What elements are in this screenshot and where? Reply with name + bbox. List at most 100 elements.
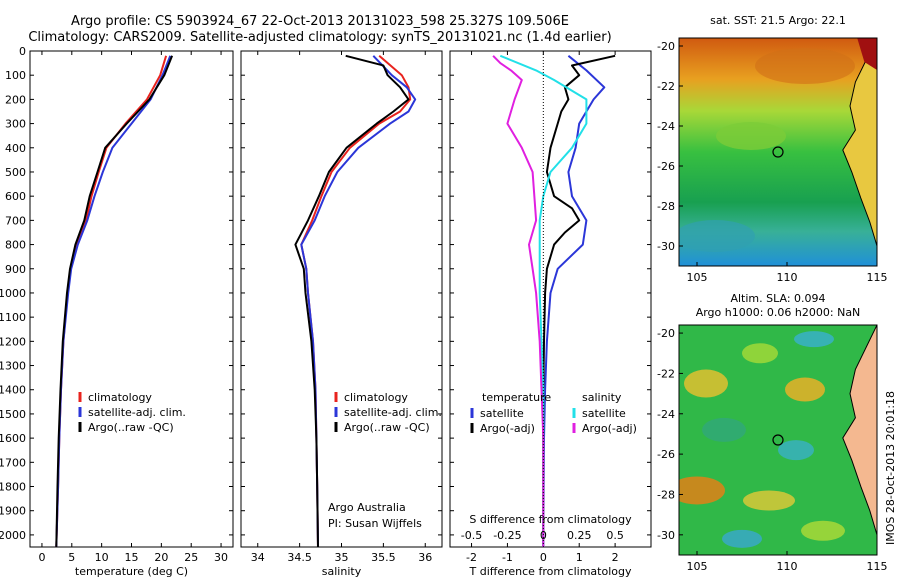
x-tick-label: 30 (214, 551, 228, 564)
sla-blob (801, 520, 845, 541)
warm-region (857, 38, 877, 70)
argo-position-marker (772, 146, 784, 158)
land-polygon (842, 325, 877, 555)
series-line-argo-raw-qc- (55, 55, 174, 548)
x-top-tick-label: -0.25 (493, 529, 521, 542)
map-x-tick-label: 110 (777, 271, 798, 284)
x-tick-label: 2 (612, 551, 619, 564)
map-y-tick-label: -26 (657, 160, 675, 173)
sla-blob (794, 331, 834, 348)
legend-label: Argo(-adj) (480, 422, 535, 435)
y-tick-label: 1000 (0, 287, 26, 300)
sla-blob (742, 343, 778, 364)
x-tick-label: -1 (502, 551, 513, 564)
map-x-tick-label: 115 (867, 560, 888, 573)
figure-title-line2: Climatology: CARS2009. Satellite-adjuste… (28, 30, 612, 45)
sla-blob (778, 440, 814, 461)
y-tick-label: 600 (5, 190, 26, 203)
series-line-s-satellite (499, 54, 588, 547)
series-line-t-argo-adj- (542, 54, 616, 547)
figure-title-line1: Argo profile: CS 5903924_67 22-Oct-2013 … (71, 14, 569, 29)
y-tick-label: 900 (5, 263, 26, 276)
y-tick-label: 100 (5, 69, 26, 82)
annotation-text: PI: Susan Wijffels (328, 517, 422, 530)
annotation-text: Argo Australia (328, 501, 406, 514)
sst-blob (755, 48, 855, 84)
x-tick-label: 36 (418, 551, 432, 564)
sla-blob (702, 417, 746, 442)
map-y-tick-label: -24 (657, 408, 675, 421)
map-x-tick-label: 115 (867, 271, 888, 284)
map-x-tick-label: 105 (687, 560, 708, 573)
map-y-tick-label: -28 (657, 488, 675, 501)
y-tick-label: 1800 (0, 481, 26, 494)
panel-frame-temperature (29, 50, 234, 548)
x-tick-label: 35.5 (371, 551, 396, 564)
y-tick-label: 1700 (0, 456, 26, 469)
x-axis-label: T difference from climatology (469, 565, 632, 578)
map-x-tick-label: 105 (687, 271, 708, 284)
x-axis-top-label: S difference from climatology (469, 513, 632, 526)
x-tick-label: 34 (251, 551, 265, 564)
map-title-sst: sat. SST: 21.5 Argo: 22.1 (710, 14, 846, 27)
map-field-sla_map (679, 325, 877, 555)
x-tick-label: 34.5 (287, 551, 312, 564)
y-tick-label: 1400 (0, 384, 26, 397)
x-top-tick-label: 0 (540, 529, 547, 542)
argo-position-marker (772, 434, 784, 446)
map-y-tick-label: -22 (657, 367, 675, 380)
y-tick-label: 1300 (0, 360, 26, 373)
x-tick-label: 35 (335, 551, 349, 564)
map-y-tick-label: -30 (657, 240, 675, 253)
map-title-sla-line1: Altim. SLA: 0.094 (730, 292, 825, 305)
x-tick-label: 1 (576, 551, 583, 564)
map-frame-sla_map (678, 324, 878, 556)
x-tick-label: 0 (38, 551, 45, 564)
sla-blob (684, 369, 728, 398)
sst-blob (679, 220, 755, 252)
sla-blob (722, 529, 762, 548)
legend-label: Argo(..raw -QC) (88, 421, 174, 434)
y-tick-label: 1200 (0, 335, 26, 348)
sla-blob (679, 476, 725, 505)
series-line-argo-raw-qc- (294, 54, 410, 548)
y-tick-label: 2000 (0, 529, 26, 542)
map-field-sst_map (679, 38, 877, 266)
map-y-tick-label: -28 (657, 200, 675, 213)
map-y-tick-label: -30 (657, 529, 675, 542)
sla-blob (743, 490, 795, 511)
sla-blob (785, 377, 825, 402)
map-y-tick-label: -24 (657, 120, 675, 133)
map-title-sla-line2: Argo h1000: 0.06 h2000: NaN (696, 306, 861, 319)
y-tick-label: 1500 (0, 408, 26, 421)
series-line-t-satellite (542, 55, 606, 548)
y-tick-label: 1100 (0, 311, 26, 324)
y-tick-label: 200 (5, 93, 26, 106)
map-frame-sst_map (678, 37, 878, 267)
legend-label: satellite-adj. clim. (88, 406, 186, 419)
map-y-tick-label: -20 (657, 327, 675, 340)
y-tick-label: 500 (5, 166, 26, 179)
x-top-tick-label: 0.5 (606, 529, 624, 542)
legend-label: climatology (88, 391, 152, 404)
x-tick-label: 10 (95, 551, 109, 564)
imos-stamp: IMOS 28-Oct-2013 20:01:18 (884, 390, 897, 545)
x-top-tick-label: -0.5 (461, 529, 482, 542)
y-tick-label: 800 (5, 239, 26, 252)
y-tick-label: 300 (5, 118, 26, 131)
y-tick-label: 700 (5, 214, 26, 227)
legend-label: Argo(-adj) (582, 422, 637, 435)
legend-title: salinity (582, 391, 622, 404)
y-tick-label: 1900 (0, 505, 26, 518)
land-polygon (842, 38, 877, 266)
y-tick-label: 0 (19, 45, 26, 58)
x-tick-label: 25 (184, 551, 198, 564)
legend-label: Argo(..raw -QC) (344, 421, 430, 434)
x-axis-label: salinity (322, 565, 362, 578)
x-tick-label: 0 (540, 551, 547, 564)
x-tick-label: 5 (68, 551, 75, 564)
y-tick-label: 1600 (0, 432, 26, 445)
panel-frame-salinity (240, 50, 443, 548)
x-tick-label: 15 (125, 551, 139, 564)
map-y-tick-label: -22 (657, 80, 675, 93)
